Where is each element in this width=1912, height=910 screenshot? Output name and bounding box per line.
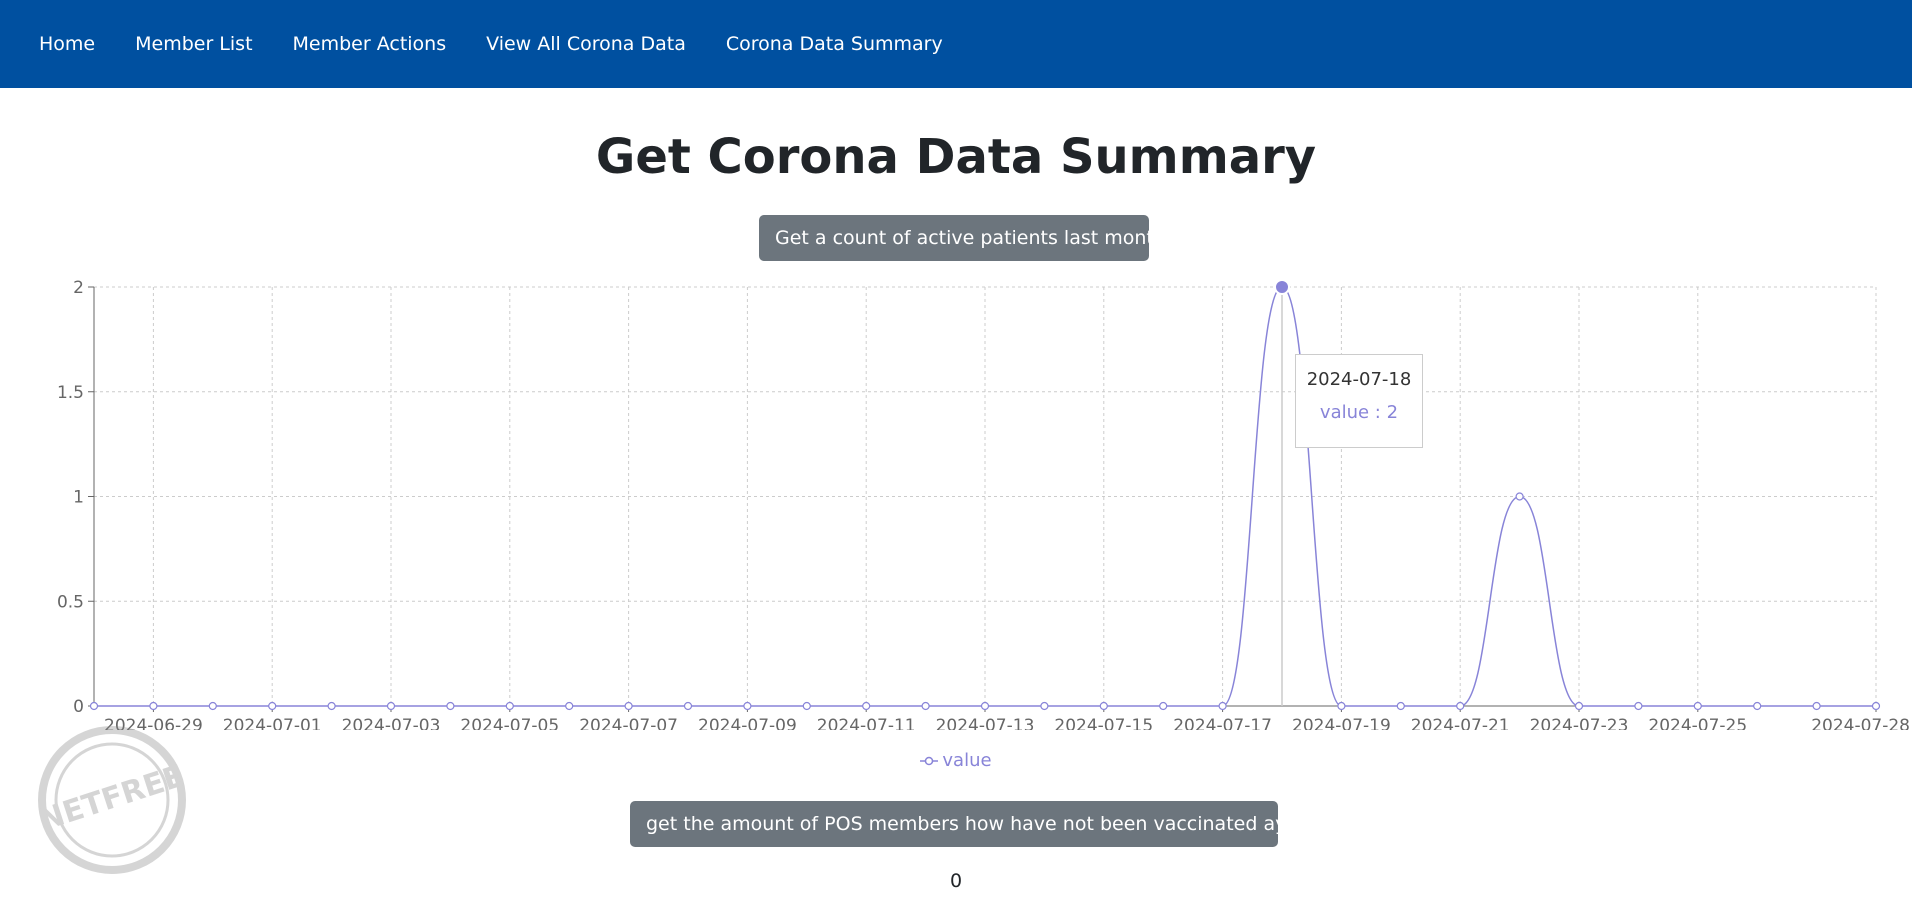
data-point: [802, 701, 811, 711]
legend-line-icon: [920, 756, 939, 766]
x-tick-label: 2024-07-11: [817, 716, 916, 730]
series-line-value: [94, 286, 1876, 707]
x-tick-label: 2024-07-15: [1054, 716, 1153, 730]
data-point: [1396, 701, 1405, 711]
tooltip-date: 2024-07-18: [1306, 369, 1412, 390]
x-tick-label: 2024-06-29: [104, 716, 203, 730]
data-point: [327, 701, 336, 711]
series-points: [89, 279, 1881, 711]
data-point: [149, 701, 158, 711]
nav-home-link[interactable]: Home: [39, 33, 96, 55]
data-point: [268, 701, 277, 711]
tooltip-value: value : 2: [1319, 402, 1399, 423]
nav-view-all-corona-data-link[interactable]: View All Corona Data: [486, 33, 686, 55]
watermark-text: NETFREE: [34, 759, 188, 839]
data-point: [1812, 701, 1821, 711]
data-point: [1040, 701, 1049, 711]
x-tick-label: 2024-07-19: [1292, 716, 1391, 730]
x-tick-label: 2024-07-01: [223, 716, 322, 730]
chart-legend[interactable]: value: [0, 750, 1912, 771]
y-tick-label: 2: [73, 278, 84, 298]
chart-tooltip: 2024-07-18 value : 2: [1295, 354, 1423, 448]
x-tick-label: 2024-07-28: [1811, 716, 1910, 730]
legend-label: value: [942, 750, 992, 771]
data-point: [565, 701, 574, 711]
data-point: [1099, 701, 1108, 711]
y-tick-label: 0: [73, 697, 84, 717]
y-tick-label: 1: [73, 488, 84, 508]
x-axis-ticks: 2024-06-29 2024-07-01 2024-07-03 2024-07-05…: [104, 706, 1910, 730]
data-point: [1456, 701, 1465, 711]
nav-member-list-link[interactable]: Member List: [135, 33, 253, 55]
data-point: [1159, 701, 1168, 711]
active-point: [1274, 279, 1290, 295]
x-tick-label: 2024-07-21: [1411, 716, 1510, 730]
active-patients-line-chart: 0 0.5 1 1.5 2 2024-06-29 2024-07-01 2024-07-03…: [57, 278, 1910, 730]
page-title: Get Corona Data Summary: [595, 129, 1317, 185]
data-point: [862, 701, 871, 711]
x-tick-label: 2024-07-09: [698, 716, 797, 730]
data-point: [386, 701, 396, 711]
data-point: [624, 701, 633, 711]
x-tick-label: 2024-07-07: [579, 716, 678, 730]
x-tick-label: 2024-07-23: [1530, 716, 1629, 730]
data-point: [89, 701, 99, 711]
data-point: [743, 701, 752, 711]
unvaccinated-count-result: 0: [949, 870, 963, 892]
nav-corona-data-summary-link[interactable]: Corona Data Summary: [725, 33, 943, 55]
x-tick-label: 2024-07-03: [342, 716, 441, 730]
x-tick-label: 2024-07-13: [936, 716, 1035, 730]
data-point: [1574, 701, 1584, 711]
data-point: [1218, 701, 1227, 711]
data-point: [683, 701, 693, 711]
data-point: [1337, 701, 1346, 711]
data-point: [1634, 701, 1643, 711]
data-point: [1515, 492, 1524, 501]
chart-grid: [94, 286, 1877, 707]
x-tick-label: 2024-07-17: [1173, 716, 1272, 730]
data-point: [1753, 701, 1762, 711]
active-patients-count-button[interactable]: Get a count of active patients last mont…: [759, 215, 1166, 261]
data-point: [980, 701, 990, 711]
data-point: [1871, 701, 1881, 711]
top-navbar: Home Member List Member Actions View All…: [0, 0, 1912, 88]
data-point: [1693, 701, 1702, 711]
unvaccinated-members-button[interactable]: get the amount of POS members how have n…: [630, 801, 1315, 847]
data-point: [921, 701, 930, 711]
y-tick-label: 0.5: [57, 592, 84, 612]
nav-member-actions-link[interactable]: Member Actions: [292, 33, 447, 55]
x-tick-label: 2024-07-25: [1648, 716, 1747, 730]
data-point: [446, 701, 455, 711]
data-point: [208, 701, 217, 711]
data-point: [505, 701, 514, 711]
y-axis-ticks: 0 0.5 1 1.5 2: [57, 278, 94, 717]
y-tick-label: 1.5: [57, 383, 84, 403]
x-tick-label: 2024-07-05: [460, 716, 559, 730]
netfree-watermark-logo: NETFREE: [34, 726, 189, 874]
